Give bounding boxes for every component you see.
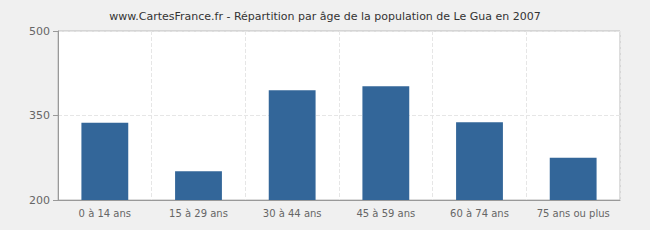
svg-text:60 à 74 ans: 60 à 74 ans — [450, 208, 509, 219]
svg-text:15 à 29 ans: 15 à 29 ans — [169, 208, 228, 219]
svg-text:www.CartesFrance.fr - Répartit: www.CartesFrance.fr - Répartition par âg… — [109, 10, 540, 23]
svg-text:200: 200 — [29, 194, 50, 207]
svg-text:500: 500 — [29, 25, 50, 38]
svg-text:350: 350 — [29, 109, 50, 122]
svg-text:75 ans ou plus: 75 ans ou plus — [537, 208, 610, 219]
svg-text:45 à 59 ans: 45 à 59 ans — [356, 208, 415, 219]
svg-text:0 à 14 ans: 0 à 14 ans — [79, 208, 131, 219]
svg-text:30 à 44 ans: 30 à 44 ans — [263, 208, 322, 219]
